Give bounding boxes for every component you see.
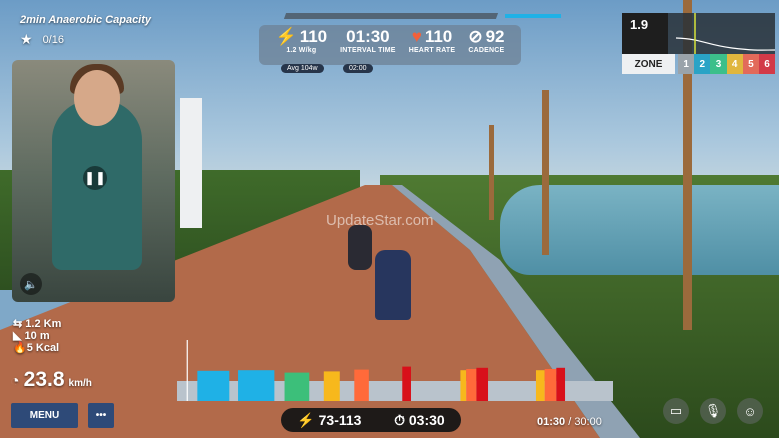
interval-metric: 01:30 INTERVAL TIME [340,27,396,63]
coach-head [74,70,120,126]
emoji-icon: ☺ [743,403,757,419]
speaker-icon: 🔈 [24,278,38,291]
calories-value: 5 Kcal [26,342,60,354]
zone-cell-4: 4 [726,54,743,74]
stars-progress: ★ 0/16 [20,31,64,48]
avg-power-pill: Avg 104w [281,64,324,73]
power-value: 110 [299,27,328,46]
wkg-value: 1.2 W/kg [286,47,317,54]
speed-unit: km/h [68,378,92,389]
stopwatch-icon: ⏱ [394,411,405,428]
workout-progress-track [283,13,499,19]
zone-trend-line [675,37,775,51]
profile-segment [197,370,230,401]
menu-button[interactable]: MENU [11,403,78,428]
profile-segment [354,369,369,401]
microphone-button[interactable]: 🎙 [700,398,726,424]
power-metric: ⚡ 110 1.2 W/kg [276,27,328,63]
workout-title: 2min Anaerobic Capacity [20,14,152,26]
more-button[interactable]: ••• [88,403,114,428]
wooden-pole [683,0,692,330]
interval-value: 01:30 [346,27,390,46]
interval-label: INTERVAL TIME [340,47,396,54]
cadence-value: 92 [485,27,505,46]
zone-cell-2: 2 [694,54,711,74]
wooden-pole [489,125,494,220]
chat-button[interactable]: ▭ [663,398,689,424]
profile-segment [238,370,275,401]
calories-icon: 🔥 [13,342,27,354]
ride-stats: ⇆ 1.2 Km ◣ 10 m 🔥5 Kcal [13,318,61,354]
heart-rate-value: 110 [424,27,453,46]
lightning-icon: ⚡ [297,411,315,428]
profile-segment [284,372,310,401]
elevation-value: 10 m [24,330,50,342]
zone-value: 1.9 [622,13,668,54]
heart-icon: ♥ [411,27,422,46]
pause-button[interactable]: ❚❚ [83,166,107,190]
next-interval-pill: 02:00 [343,64,373,73]
metrics-panel: ⚡ 110 1.2 W/kg 01:30 INTERVAL TIME ♥ 110 H… [259,25,521,65]
heart-rate-metric: ♥ 110 HEART RATE [409,27,456,63]
sound-button[interactable]: 🔈 [20,273,42,295]
coach-body [52,100,142,270]
elevation-icon: ◣ [13,330,22,342]
target-duration: 03:30 [408,411,445,428]
zone-cell-5: 5 [742,54,759,74]
uci-banner [180,98,202,228]
total-value: / 30:00 [568,416,602,428]
zone-cell-3: 3 [710,54,727,74]
microphone-icon: 🎙 [704,403,722,418]
zone-cell-6: 6 [758,54,776,74]
profile-segment [402,366,411,401]
rider-avatar [375,250,411,320]
rider-avatar [348,225,372,270]
pause-icon: ❚❚ [84,170,106,185]
profile-segment [556,367,566,401]
watermark: UpdateStar.com [326,212,434,229]
wooden-pole [542,90,549,255]
target-pill: ⚡ 73-113 ⏱ 03:30 [281,408,461,432]
lightning-icon: ⚡ [275,27,297,46]
speed-value: 23.8 [23,368,65,391]
distance-value: 1.2 Km [25,318,62,330]
heart-rate-label: HEART RATE [408,47,456,54]
coach-video[interactable]: ❚❚ 🔈 [12,60,175,302]
workout-profile [177,340,613,401]
profile-segment [535,370,545,401]
speed-readout: ◔ 23.8 km/h [10,368,92,392]
cadence-label: CADENCE [468,47,505,54]
elapsed-time: 01:30 / 30:00 [537,416,602,428]
workout-progress-accent [505,14,561,18]
profile-segment [323,371,340,401]
elapsed-value: 01:30 [537,416,566,428]
zone-label: ZONE [622,54,675,74]
profile-segment [466,369,477,401]
distance-icon: ⇆ [13,318,23,330]
zone-cell-1: 1 [678,54,695,74]
cadence-icon: ⊘ [468,27,483,46]
profile-segment [544,369,557,401]
emoji-button[interactable]: ☺ [737,398,763,424]
speedometer-icon: ◔ [10,373,20,390]
target-power: 73-113 [318,411,362,428]
profile-segment [460,370,467,401]
star-icon: ★ [20,31,33,47]
chat-icon: ▭ [669,403,683,418]
stars-count: 0/16 [42,33,64,46]
cadence-metric: ⊘ 92 CADENCE [468,27,504,63]
profile-segment [476,367,489,401]
